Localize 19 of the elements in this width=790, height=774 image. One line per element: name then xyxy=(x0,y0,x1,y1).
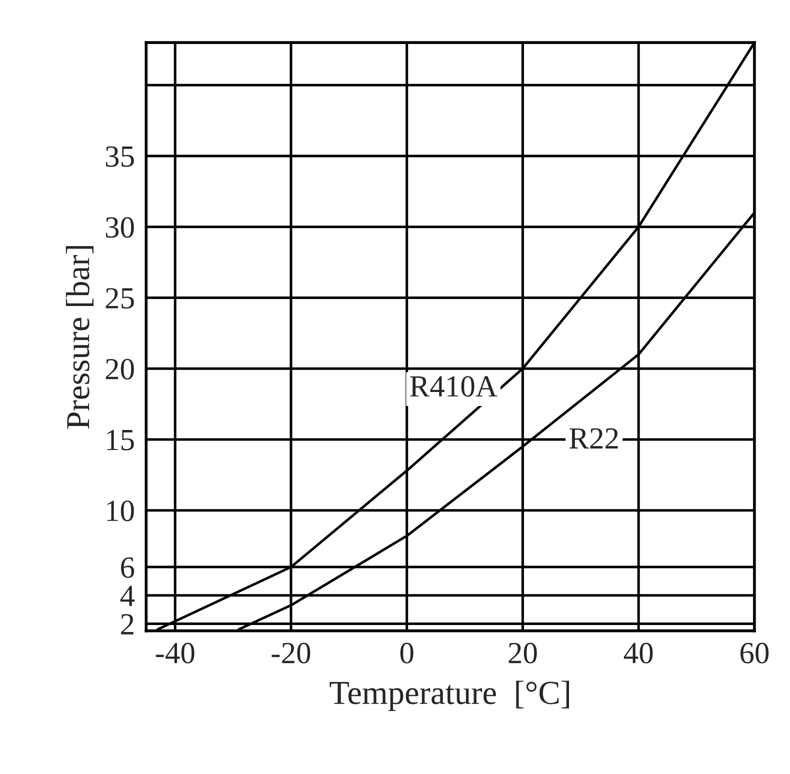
y-tick-label: 20 xyxy=(106,358,134,380)
y-tick-label: 35 xyxy=(106,146,134,167)
x-tick-label: 40 xyxy=(624,642,653,664)
y-tick-label: 25 xyxy=(106,288,134,309)
y-axis-title: Pressure [bar] xyxy=(66,246,94,429)
x-axis-title: Temperature [°C] xyxy=(330,680,570,711)
x-tick-label: -20 xyxy=(272,642,310,664)
series-label: R22 xyxy=(569,428,618,448)
x-tick-label: 20 xyxy=(508,642,537,664)
x-tick-label: 60 xyxy=(740,642,769,664)
x-tick-label: -40 xyxy=(156,642,194,664)
x-tick-label: 0 xyxy=(400,642,414,664)
y-tick-label: 15 xyxy=(107,430,134,450)
y-tick-label: 10 xyxy=(107,500,134,522)
y-tick-label: 2 xyxy=(121,614,134,634)
y-tick-label: 6 xyxy=(121,557,134,578)
y-tick-label: 30 xyxy=(106,217,134,238)
series-label: R410A xyxy=(410,376,498,397)
y-tick-label: 4 xyxy=(120,586,135,606)
